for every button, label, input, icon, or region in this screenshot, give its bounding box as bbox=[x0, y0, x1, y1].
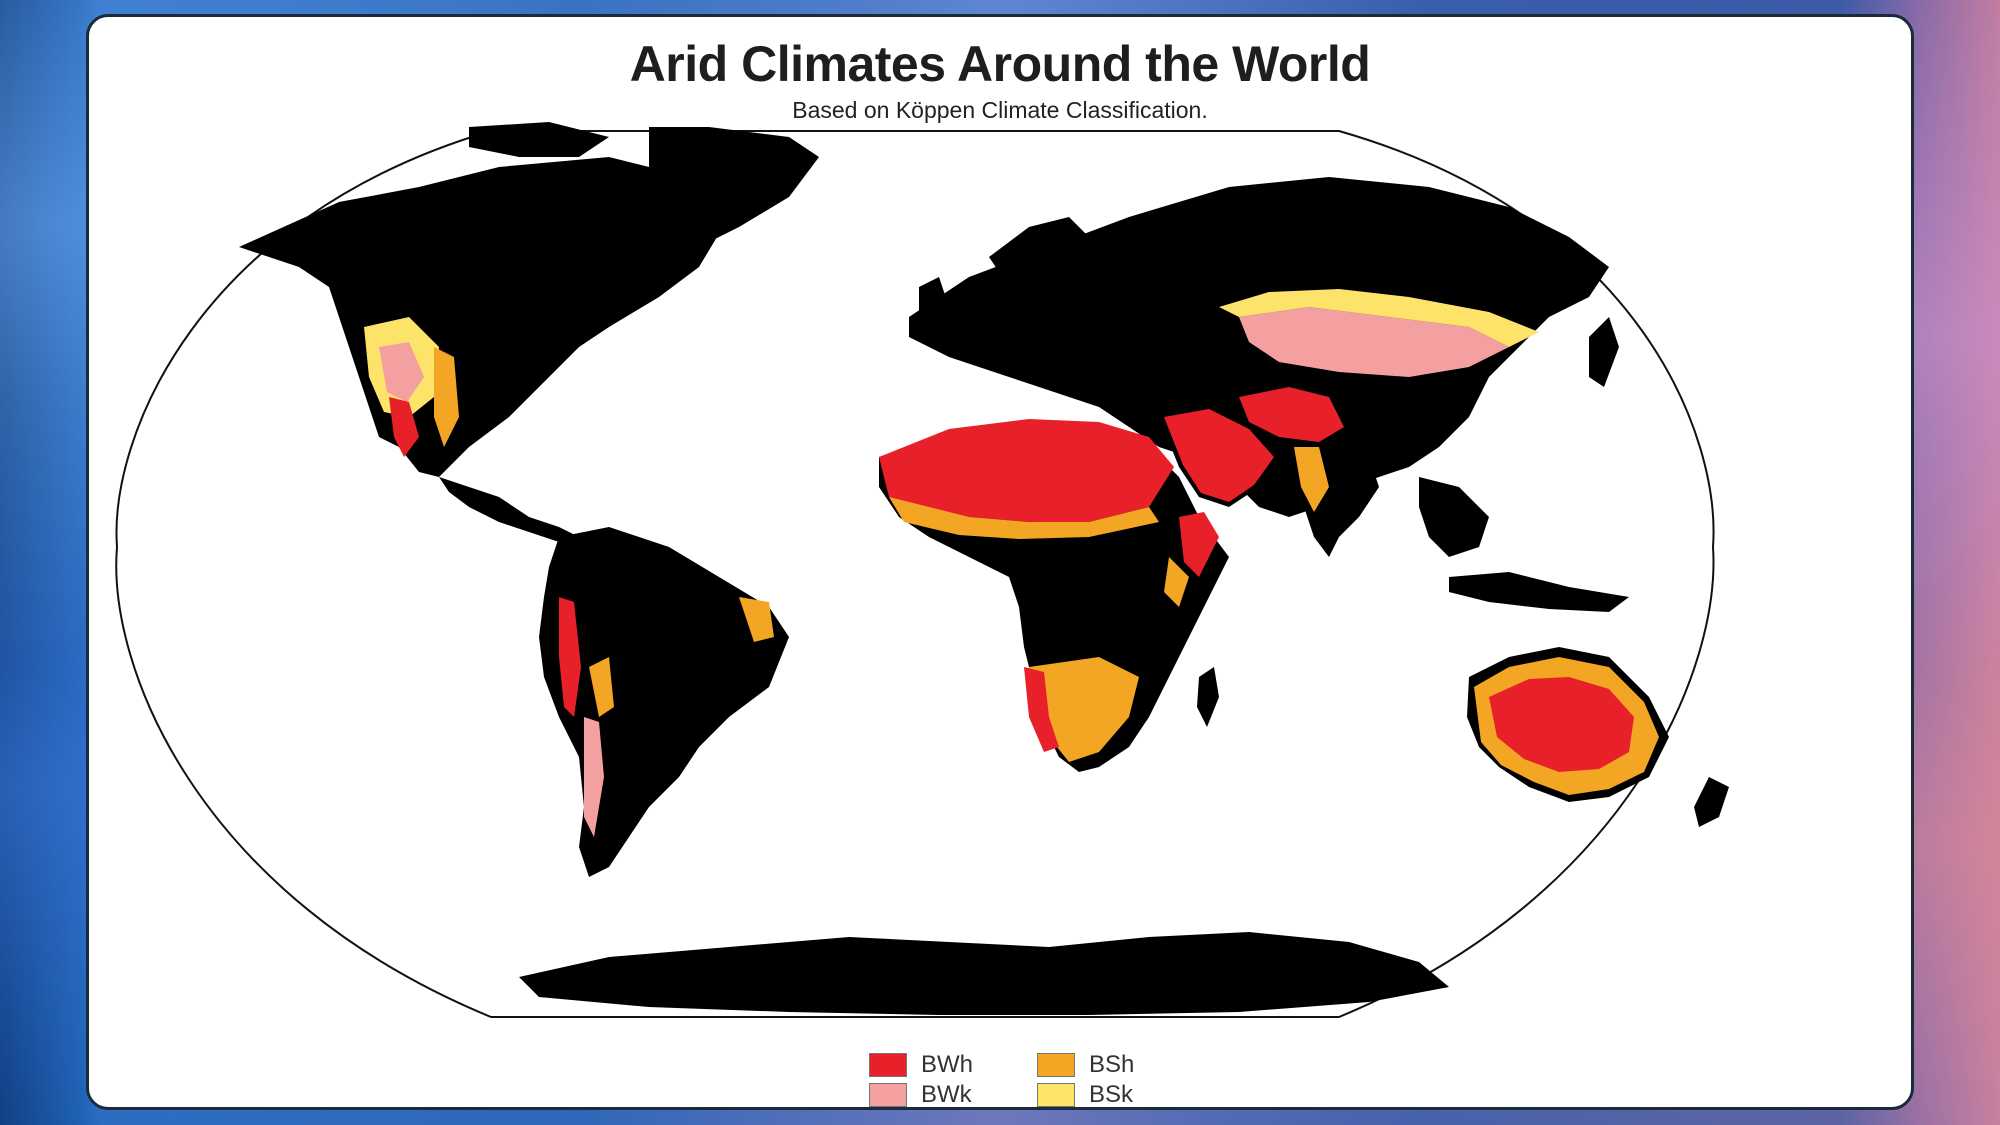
legend-label: BWk bbox=[921, 1081, 972, 1108]
sahel-bsh bbox=[889, 497, 1159, 539]
steppe-bsk bbox=[1219, 289, 1539, 347]
central-asia-bwk bbox=[1239, 307, 1509, 377]
east-africa-bsh bbox=[1164, 557, 1189, 607]
namib-bwh bbox=[1024, 667, 1059, 752]
horn-bwh bbox=[1179, 512, 1219, 577]
legend-label: BWh bbox=[921, 1051, 974, 1078]
page-title: Arid Climates Around the World bbox=[629, 36, 1371, 92]
kalahari-bsh bbox=[1029, 657, 1139, 762]
arabia-bwh bbox=[1164, 409, 1274, 502]
page-subtitle: Based on Köppen Climate Classification. bbox=[792, 97, 1208, 123]
madagascar bbox=[1197, 667, 1219, 727]
sw-desert-bwk bbox=[379, 342, 424, 402]
legend-swatch-bsk bbox=[1037, 1083, 1075, 1107]
world-map bbox=[115, 122, 1729, 1018]
japan bbox=[1589, 317, 1619, 387]
legend-swatch-bwh bbox=[869, 1053, 907, 1077]
legend-item-bwk: BWk bbox=[869, 1081, 972, 1109]
greenland bbox=[649, 127, 819, 247]
arctic-islands bbox=[469, 122, 609, 157]
australia-bwh bbox=[1489, 677, 1634, 772]
new-zealand bbox=[1694, 777, 1729, 827]
great-plains-bsh bbox=[434, 347, 459, 447]
india-bsh bbox=[1294, 447, 1329, 512]
legend-item-bsh: BSh bbox=[1037, 1051, 1134, 1079]
legend-swatch-bwk bbox=[869, 1083, 907, 1107]
legend-swatch-bsh bbox=[1037, 1053, 1075, 1077]
se-asia bbox=[1419, 477, 1489, 557]
sonoran-bwh bbox=[389, 397, 419, 457]
iran-bwh bbox=[1239, 387, 1344, 442]
indonesia bbox=[1449, 572, 1629, 612]
north-america bbox=[239, 157, 729, 477]
scandinavia bbox=[989, 217, 1089, 287]
uk bbox=[919, 277, 949, 322]
central-america bbox=[439, 477, 579, 542]
antarctica bbox=[519, 932, 1449, 1015]
legend-label: BSh bbox=[1089, 1051, 1135, 1078]
arid-zones bbox=[364, 289, 1659, 837]
atacama-bwh bbox=[559, 597, 581, 717]
legend-item-bsk: BSk bbox=[1037, 1081, 1133, 1109]
monte-bsh bbox=[589, 657, 614, 717]
legend-label: BSk bbox=[1089, 1081, 1134, 1108]
map-card: Arid Climates Around the World Based on … bbox=[86, 14, 1914, 1110]
patagonia-bwk bbox=[584, 717, 604, 837]
nordeste-bsh bbox=[739, 597, 774, 642]
legend-item-bwh: BWh bbox=[869, 1051, 973, 1079]
sahara-bwh bbox=[879, 419, 1174, 522]
